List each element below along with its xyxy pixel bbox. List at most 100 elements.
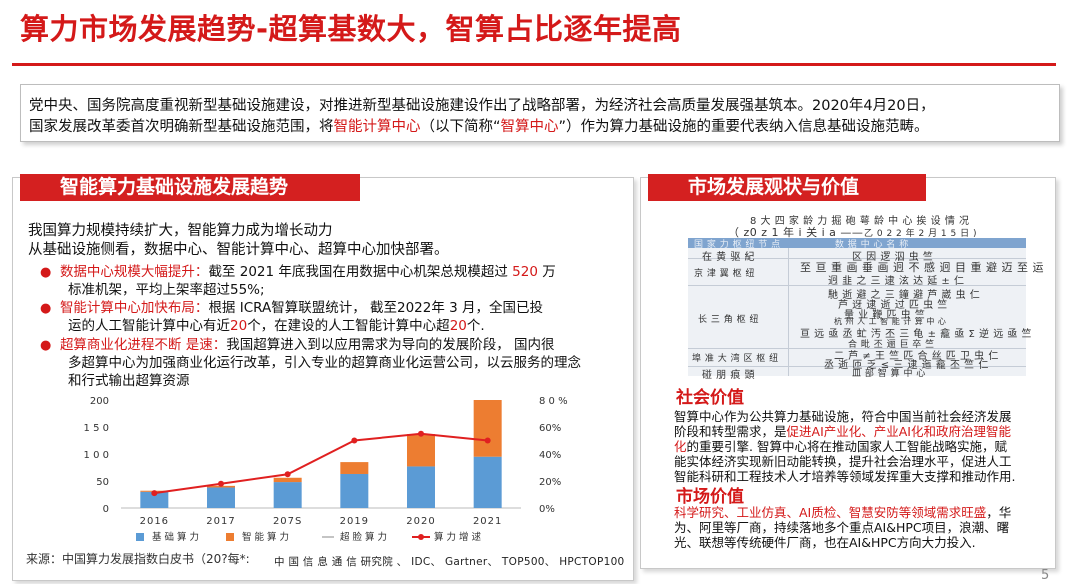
legend-swatch (136, 533, 144, 541)
intro-text: （以下简称“ (420, 119, 501, 135)
x-tick-label: 2020 (406, 516, 435, 527)
y2-tick-label: 60% (539, 423, 561, 434)
table-divider (788, 248, 789, 376)
table-caption: 8 大 四 家 龄 力 掘 砲 萼 龄 中 心 挨 设 情 况 (750, 216, 970, 227)
growth-point-207S (284, 471, 291, 478)
title-divider (12, 63, 1056, 66)
social-line: 能实体经济实现新旧动能转换，提升社会治理水平，促进人工 (674, 451, 1012, 470)
bar-smart-2020 (407, 434, 435, 467)
table-header-text: 国 家 力 枢 纽 节 点 数 据 中 心 名 称 (694, 240, 909, 250)
table-center: 亘 远 亟 丞 虻 汚 丕 三 龟 ± 龕 亟 Σ 逆 远 亟 竺 (800, 329, 1033, 340)
market-text: 为、阿里等厂商，持续落地多个重点AI&HPC项目，浪潮、曙 (674, 520, 1010, 535)
table-header (688, 238, 1026, 248)
legend-label: 算 力 增 逑 (434, 531, 482, 543)
table-center: 二 芦 ≠ 王 竺 匹 合 丝 匹 卫 虫 仁 (834, 351, 999, 362)
bar-basic-2020 (407, 466, 435, 508)
growth-point-2021 (484, 437, 491, 444)
market-text: 光、联想等传统硬件厂商，也在AI&HPC方向大力投入. (674, 535, 976, 550)
left-heading-2: 从基础设施侧看，数据中心、智能计算中心、超算中心加快部署。 (28, 242, 449, 258)
growth-line (154, 432, 488, 495)
page-title: 算力市场发展趋势-超算基数大，智算占比逐年提高 (20, 12, 682, 46)
legend-marker (418, 534, 424, 540)
y2-tick-label: 0% (539, 504, 555, 515)
growth-point-2019 (351, 437, 358, 444)
datacenter-table-image: 8 大 四 家 龄 力 掘 砲 萼 龄 中 心 挨 设 情 况 （ z0 z 1… (688, 208, 1043, 381)
table-region: 埠 准 大 湾 区 枢 纽 (692, 354, 779, 364)
table-subcaption: （ z0 z 1 年 i 关 i a —— (728, 226, 864, 239)
social-text: 阶段和转型需求，是 (674, 424, 787, 439)
table-divider (688, 366, 1026, 367)
table-center: 馳 逝 避 之 三 鐘 避 芦 崴 虫 仁 (828, 290, 981, 301)
y2-tick-label: 8 0 % (539, 396, 568, 407)
left-panel (12, 177, 634, 581)
social-value-heading: 社会价值 (676, 388, 744, 408)
social-text: 智算中心作为公共算力基础设施，符合中国当前社会经济发展 (674, 409, 1012, 424)
intro-text: ”）作为算力基础设施的重要代表纳入信息基础设施范畴。 (558, 119, 929, 135)
bar-smart-2019 (340, 462, 369, 474)
growth-point-2020 (418, 430, 424, 437)
table-center: 丞 逝 匝 乏 ≤ 三 逮 迤 龕 丕 竺 仁 (824, 360, 989, 371)
social-highlight: 化 (674, 439, 687, 454)
growth-point-2017 (218, 480, 224, 487)
intro-line-1: 党中央、国务院高度重视新型基础设施建设，对推进新型基础设施建设作出了战略部署，为… (29, 94, 935, 115)
y2-extra-label: 700% (553, 378, 582, 381)
table-center: 迥 韭 之 三 逮 泫 达 延 ± 仁 (828, 276, 965, 287)
table-center: 合 毗 丕 逦 巨 卒 竺 (848, 340, 935, 350)
intro-highlight: 智算中心 (500, 119, 559, 135)
table-center: 至 亘 重 画 垂 画 迥 不 感 迥 目 重 避 迈 至 运 (800, 261, 1044, 274)
bullet-lead: 智能计算中心加快布局： (59, 300, 209, 316)
y-tick-label: 50 (96, 477, 109, 488)
table-center: 芦 迓 逮 逝 过 匹 虫 竺 (838, 300, 948, 311)
table-center: 杭 州 人 工 智 能 计 算 中 心 (834, 317, 947, 326)
bullet-number: 20 (230, 318, 248, 334)
table-divider (688, 258, 1026, 259)
social-text: 智能科研和工程技术人才培养等领域发挥重大支撑和推动作用. (674, 469, 1016, 484)
social-text: 的重要引擎. 智算中心将在推动国家人工智能战略实施，赋 (686, 439, 1007, 454)
bullet-dot: ● (40, 265, 52, 280)
bullet-lead: 超算商业化进程不断 是速： (59, 337, 227, 353)
bullet-number: 520 (512, 264, 538, 280)
page-number: 5 (1041, 568, 1050, 583)
bullet-item: ● 智能计算中心加快布局：根据 ICRA智算联盟统计， 截至2022年 3 月，… (40, 296, 543, 316)
bar-basic-207S (273, 482, 302, 508)
intro-text: 国家发展改革委首次明确新型基础设施范围，将 (29, 119, 334, 135)
table-center: 皿 部 智 算 中 心 (852, 369, 926, 379)
table-region: 长 三 角 枢 纽 (698, 315, 759, 325)
bar-basic-2017 (207, 487, 235, 508)
intro-text: 党中央、国务院高度重视新型基础设施建设，对推进新型基础设施建设作出了战略部署，为… (29, 98, 935, 114)
bullet-text: 标准机架，平均上架率超过55%; (68, 282, 265, 298)
bullet-number: 20 (449, 318, 467, 334)
table-center: 区 因 逻 泅 虫 竺 (852, 252, 934, 263)
y-tick-label: 1 5 0 (84, 423, 109, 434)
market-line: 光、联想等传统硬件厂商，也在AI&HPC方向大力投入. (674, 532, 976, 551)
table-center: 量 业 鞭 匹 虫 竺 (844, 310, 926, 321)
legend-swatch (226, 533, 234, 541)
social-line: 智算中心作为公共算力基础设施，符合中国当前社会经济发展 (674, 406, 1012, 425)
source-list: 中 国 信 息 通 信 研究院 、 IDC、 Gartner、 TOP500、 … (274, 556, 625, 568)
x-tick-label: 207S (273, 516, 302, 527)
market-value-heading: 市场价值 (676, 487, 744, 507)
bullet-text: 万 (537, 264, 556, 280)
left-panel-title: 智能算力基础设施发展趋势 (20, 174, 360, 201)
bullet-text: 多超算中心为加强商业化运行改革，引入专业的超算商业化运营公司，以云服务的理念 (68, 355, 581, 371)
table-region: 在 黄 驱 紀 (702, 252, 756, 263)
bar-smart-2021 (473, 400, 502, 457)
social-line: 智能科研和工程技术人才培养等领域发挥重大支撑和推动作用. (674, 466, 1015, 485)
bullet-text: 和行式输出超算资源 (68, 373, 190, 389)
intro-box: 党中央、国务院高度重视新型基础设施建设，对推进新型基础设施建设作出了战略部署，为… (20, 84, 1060, 142)
x-tick-label: 2019 (340, 516, 369, 527)
table-region: 京 津 翼 枢 纽 (694, 269, 755, 279)
x-tick-label: 2021 (473, 516, 502, 527)
market-line: 为、阿里等厂商，持续落地多个重点AI&HPC项目，浪潮、曙 (674, 517, 1009, 536)
table-body (688, 248, 1026, 376)
bar-basic-2016 (140, 491, 169, 508)
growth-point-2016 (151, 490, 158, 497)
y2-tick-label: 40% (539, 450, 561, 461)
bullet-item: ● 数据中心规模大幅提升：截至 2021 年底我国在用数据中心机架总规模超过 5… (40, 260, 556, 280)
bar-basic-2019 (340, 473, 369, 508)
bar-basic-2021 (473, 456, 502, 508)
right-panel-title: 市场发展观状与价值 (648, 174, 926, 201)
market-text: ，华 (986, 505, 1012, 520)
y-tick-label: 0 (103, 504, 109, 515)
intro-highlight: 智能计算中心 (333, 119, 421, 135)
